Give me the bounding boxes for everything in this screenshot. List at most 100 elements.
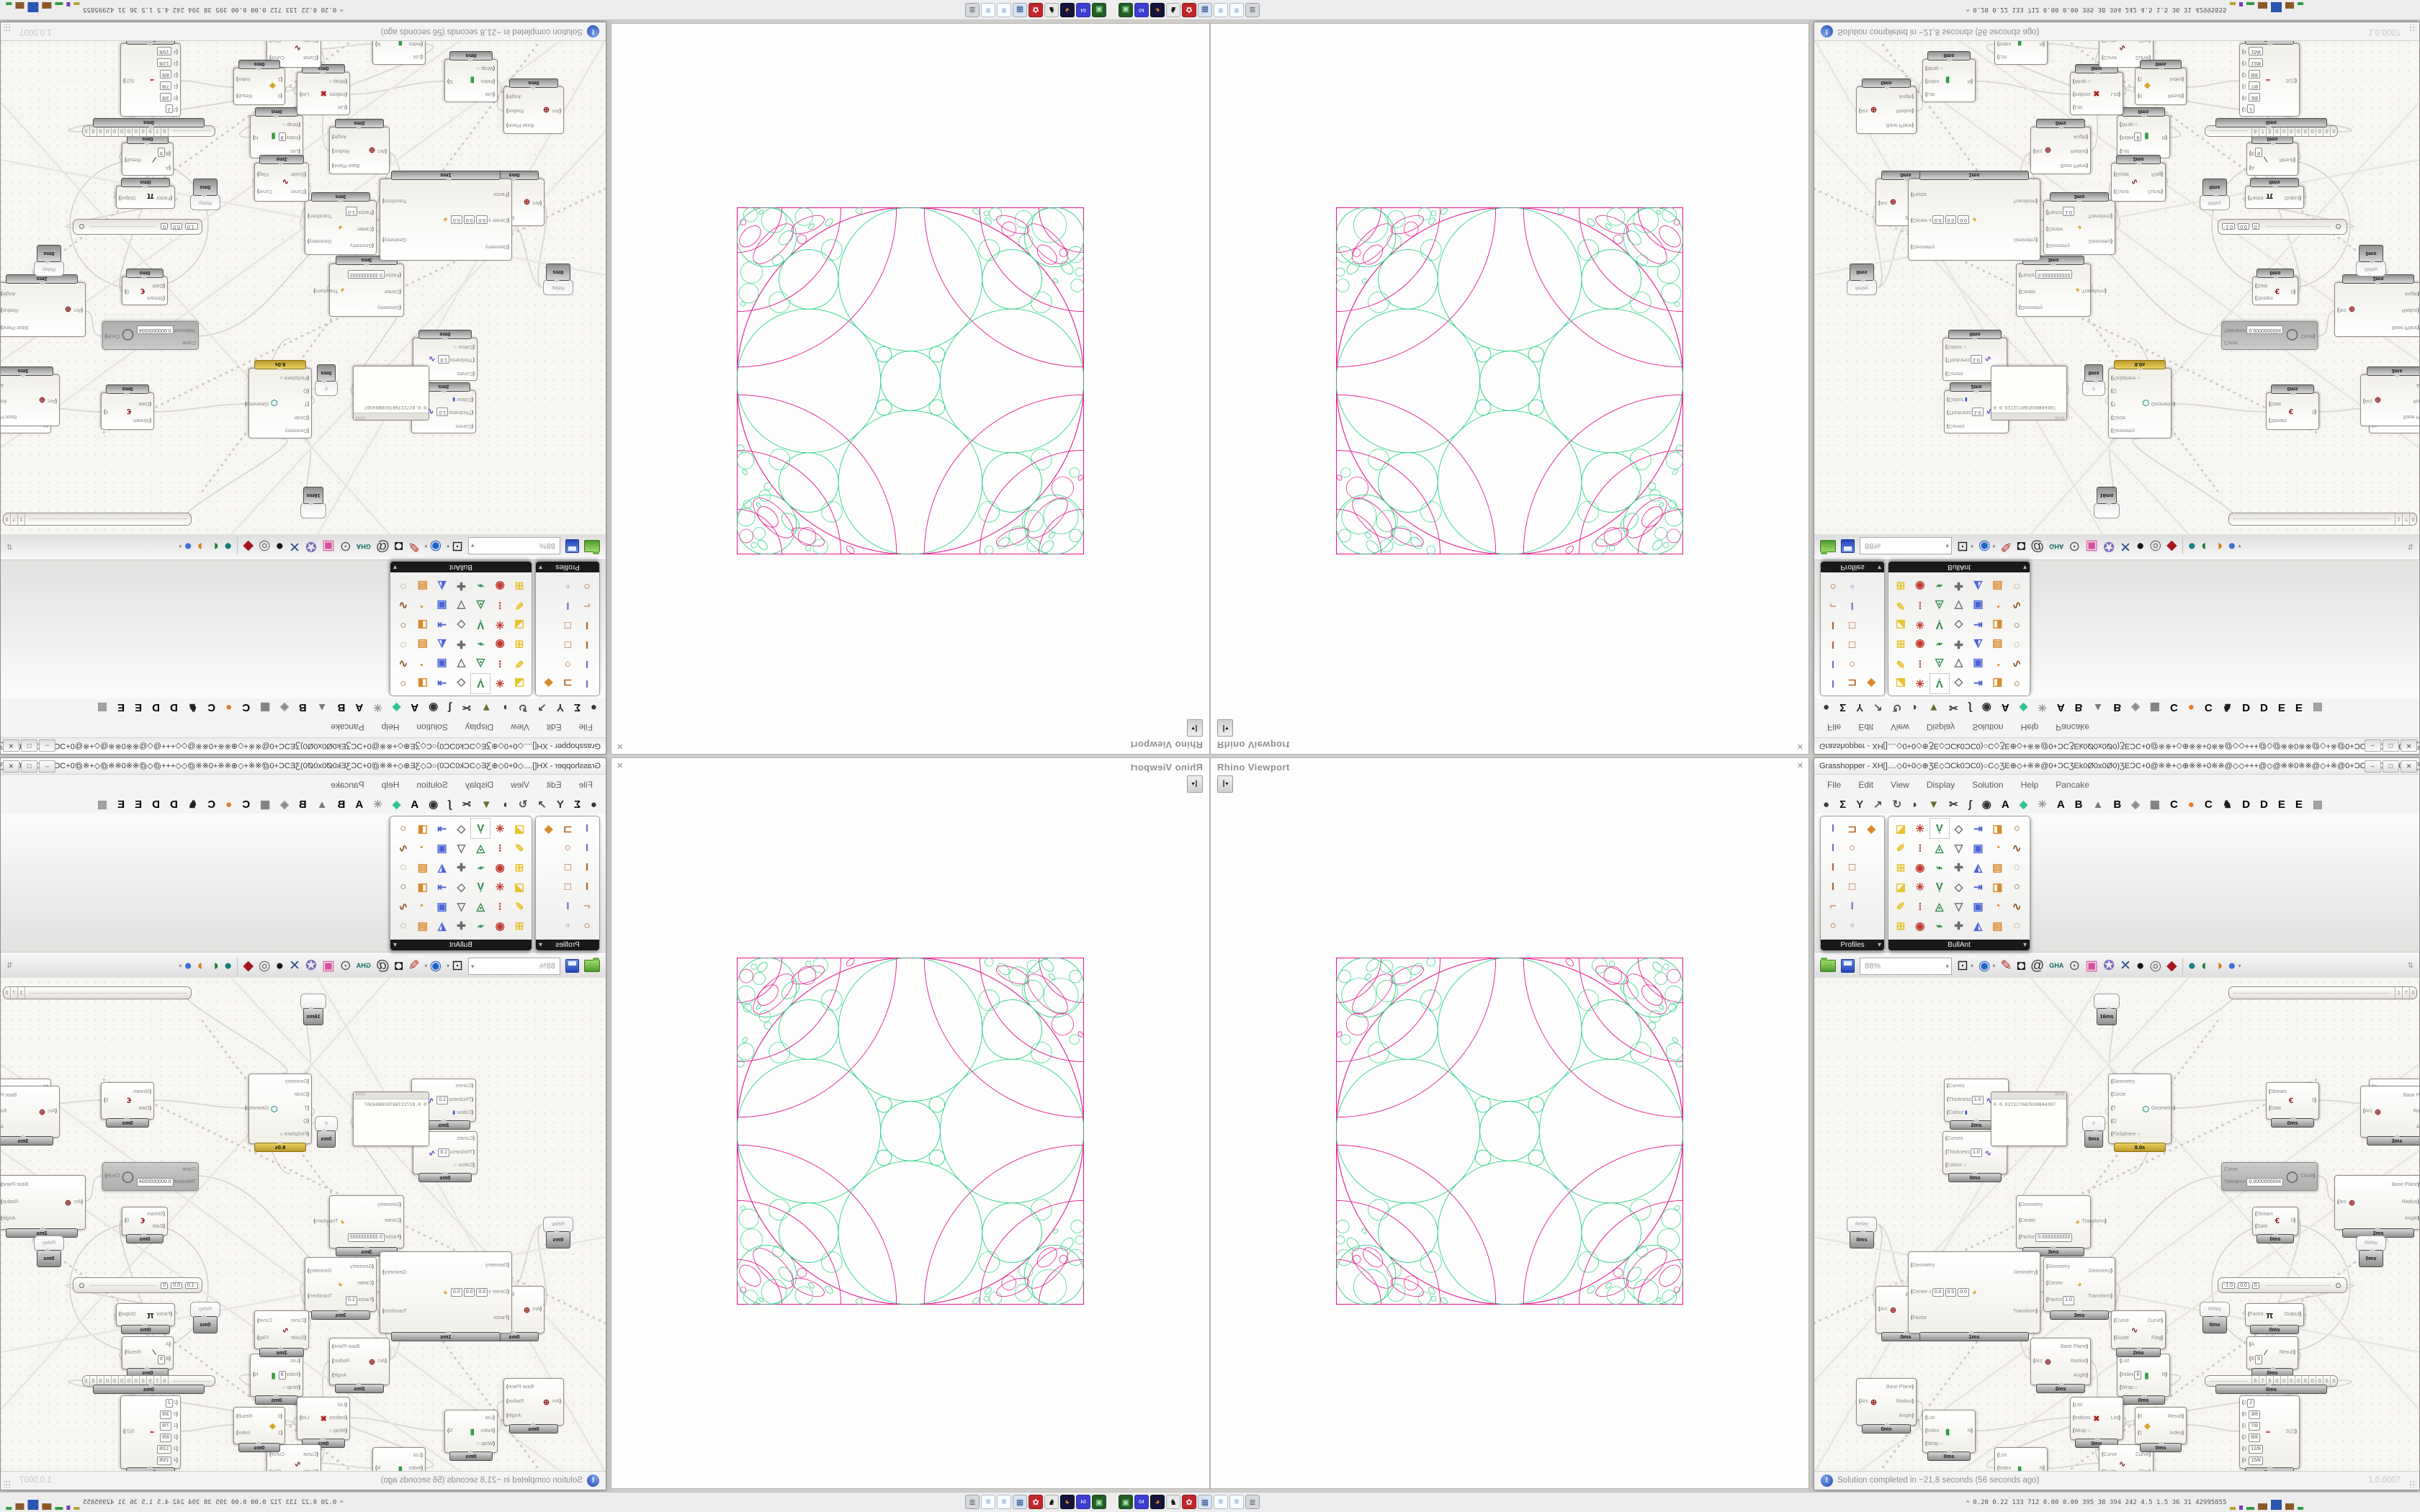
gh-relay-node[interactable]: o 0ms bbox=[315, 364, 338, 396]
card-icon[interactable]: ✿ bbox=[1028, 3, 1043, 17]
card-icon[interactable]: ✿ bbox=[1182, 3, 1196, 17]
gh-node[interactable]: (Stream (Gate €0) 0ms bbox=[101, 1082, 154, 1128]
slider-value-box[interactable]: -1.0 bbox=[184, 223, 198, 230]
slider-bar[interactable]: -1.0 0.0 0 bbox=[73, 1277, 202, 1293]
palette-expand-icon[interactable]: ▾ bbox=[393, 563, 398, 571]
palette-component-icon[interactable]: ◌ bbox=[2013, 639, 2020, 651]
menu-item-pancake[interactable]: Pancake bbox=[2056, 722, 2089, 732]
pin-value-box[interactable]: 0.0 bbox=[1958, 215, 1970, 225]
gh-node[interactable]: (Stream (Gate €0) 0ms bbox=[2252, 1207, 2298, 1243]
palette-component-icon[interactable]: ▤ bbox=[1992, 580, 2003, 593]
slider-value-box[interactable]: 0 bbox=[2251, 1282, 2259, 1289]
gh-node[interactable]: (List (Indices (Wrap ○ ✖ List) 0ms bbox=[2070, 1397, 2123, 1448]
notepad-icon[interactable]: ≡ bbox=[997, 3, 1011, 17]
palette-expand-icon[interactable]: ▾ bbox=[393, 941, 398, 949]
notepad-icon[interactable]: ≡ bbox=[1214, 3, 1228, 17]
palette-component-icon[interactable]: ◭ bbox=[1973, 861, 1983, 874]
gh-node[interactable]: (Stream (Gate €0) 0ms bbox=[122, 1207, 168, 1243]
pin-value-box[interactable]: 0.0 bbox=[450, 1287, 462, 1297]
palette-component-icon[interactable]: ✳ bbox=[495, 677, 505, 690]
slider-knob[interactable] bbox=[79, 224, 84, 230]
palette-component-icon[interactable]: ⁝ bbox=[498, 900, 502, 913]
green-sphere-icon[interactable]: ◐ bbox=[210, 958, 219, 973]
tab-icon[interactable]: ʃ bbox=[448, 798, 452, 811]
slider-bar[interactable]: -1.0 0.0 0 bbox=[73, 219, 202, 235]
close-icon[interactable]: ✕ bbox=[617, 742, 624, 750]
rings-icon[interactable]: ◎ bbox=[2149, 958, 2162, 973]
palette-component-icon[interactable]: ✚ bbox=[457, 919, 466, 932]
tab-icon[interactable]: ▼ bbox=[1928, 798, 1940, 811]
palette-component-icon[interactable]: ◭ bbox=[437, 638, 447, 651]
gh-node[interactable]: (Factor π Output) 0ms bbox=[2245, 178, 2304, 209]
window-titlebar[interactable]: Grasshopper - XH[]....◇0+0◇⊕ƷE◇ƆCk0ƆC0)○… bbox=[1, 737, 606, 754]
menu-item-edit[interactable]: Edit bbox=[1858, 780, 1874, 790]
palette-component-icon[interactable]: ⇥ bbox=[1973, 677, 1983, 690]
gh-node[interactable]: (Arc ⊕ Base Plane) Radius) Angle) 2ms bbox=[329, 1338, 390, 1393]
palette-component-icon[interactable]: ○ bbox=[400, 619, 407, 631]
gh-node[interactable]: (22(0 3/8(1 7/8(2 8/8(3 12/8(4 15/8⇒S(2)… bbox=[120, 40, 181, 117]
lantern-icon[interactable]: ◘ bbox=[395, 539, 403, 554]
palette-component-icon[interactable]: ◪ bbox=[514, 881, 525, 894]
palette-component-icon[interactable]: ◔ bbox=[1994, 842, 2001, 854]
palette-component-icon[interactable]: ▽ bbox=[1954, 657, 1963, 670]
palette-component-icon[interactable]: □ bbox=[1849, 861, 1856, 873]
pin-value-box[interactable]: 0.0 bbox=[1932, 1287, 1944, 1297]
gha-recycle-icon[interactable]: GHA bbox=[2049, 543, 2064, 550]
open-file-icon[interactable] bbox=[584, 540, 600, 552]
palette-component-icon[interactable]: ◇ bbox=[457, 822, 466, 835]
palette-component-icon[interactable]: ○ bbox=[564, 842, 571, 854]
palette-component-icon[interactable]: ◪ bbox=[1895, 881, 1906, 894]
palette-component-icon[interactable]: Ṿ bbox=[477, 881, 485, 893]
palette-component-icon[interactable]: ⊞ bbox=[1896, 580, 1906, 593]
palette-component-icon[interactable]: I bbox=[1850, 900, 1854, 912]
palette-component-icon[interactable]: ○ bbox=[1849, 842, 1856, 854]
pin-value-box[interactable]: 0.3333333333 bbox=[348, 1233, 385, 1243]
palette-component-icon[interactable]: □ bbox=[564, 861, 571, 873]
zoom-combobox[interactable]: 88% ▾ bbox=[468, 957, 560, 975]
ribbon-x-icon[interactable]: ✕ bbox=[289, 958, 300, 973]
palette-component-icon[interactable]: ⊞ bbox=[514, 919, 524, 932]
menu-item-edit[interactable]: Edit bbox=[546, 722, 562, 732]
palette-component-icon[interactable]: ∿ bbox=[398, 900, 408, 913]
tab-icon[interactable]: B bbox=[2113, 701, 2122, 714]
palette-component-icon[interactable]: ⌐ bbox=[583, 900, 591, 912]
gh-node[interactable]: (List (Indices (Wrap ○ ✖ List) 0ms bbox=[297, 1397, 350, 1448]
palette-component-icon[interactable]: I bbox=[1831, 822, 1835, 834]
tab-icon[interactable]: ● bbox=[590, 701, 597, 714]
calculator-icon[interactable]: ▦ bbox=[1198, 1495, 1212, 1509]
palette-component-icon[interactable]: ⌁ bbox=[477, 580, 484, 593]
wolf-icon[interactable]: ♞ bbox=[1166, 3, 1180, 17]
palette-component-icon[interactable]: ⁝ bbox=[1918, 657, 1922, 670]
tab-icon[interactable]: ▲ bbox=[316, 701, 328, 714]
pin-value-box[interactable]: 0.0 bbox=[1932, 215, 1944, 225]
sketch-quill-icon[interactable]: ✎ bbox=[2000, 539, 2012, 554]
scroll-icon[interactable]: ≣ bbox=[965, 3, 980, 17]
gate-frac[interactable]: 8/8 bbox=[2249, 69, 2260, 79]
palette-component-icon[interactable]: ✐ bbox=[514, 842, 524, 855]
scroll-icon[interactable]: ≣ bbox=[1245, 3, 1260, 17]
find-doc-icon[interactable]: ⊙ bbox=[339, 958, 351, 973]
tab-icon[interactable]: ◆ bbox=[392, 798, 401, 811]
tab-icon[interactable]: ◈ bbox=[2131, 798, 2140, 811]
palette-component-icon[interactable]: ◇ bbox=[457, 881, 466, 894]
tab-icon[interactable]: ● bbox=[590, 798, 597, 811]
palette-component-icon[interactable]: ⌐ bbox=[583, 600, 591, 612]
open-file-icon[interactable] bbox=[1820, 958, 1836, 972]
menu-item-edit[interactable]: Edit bbox=[1858, 722, 1874, 732]
tab-icon[interactable]: B bbox=[2113, 798, 2122, 811]
notepad2-icon[interactable]: ≡ bbox=[1229, 3, 1244, 17]
palette-expand-icon[interactable]: ▾ bbox=[2022, 563, 2027, 571]
menu-item-file[interactable]: File bbox=[578, 780, 593, 790]
palette-component-icon[interactable] bbox=[539, 577, 558, 596]
palette-component-icon[interactable] bbox=[1862, 877, 1881, 896]
tab-icon[interactable]: ● bbox=[2187, 798, 2195, 811]
gh-domain-slider[interactable]: -1.0 0.0 0 bbox=[73, 1277, 202, 1293]
palette-component-icon[interactable]: I bbox=[1850, 600, 1854, 612]
